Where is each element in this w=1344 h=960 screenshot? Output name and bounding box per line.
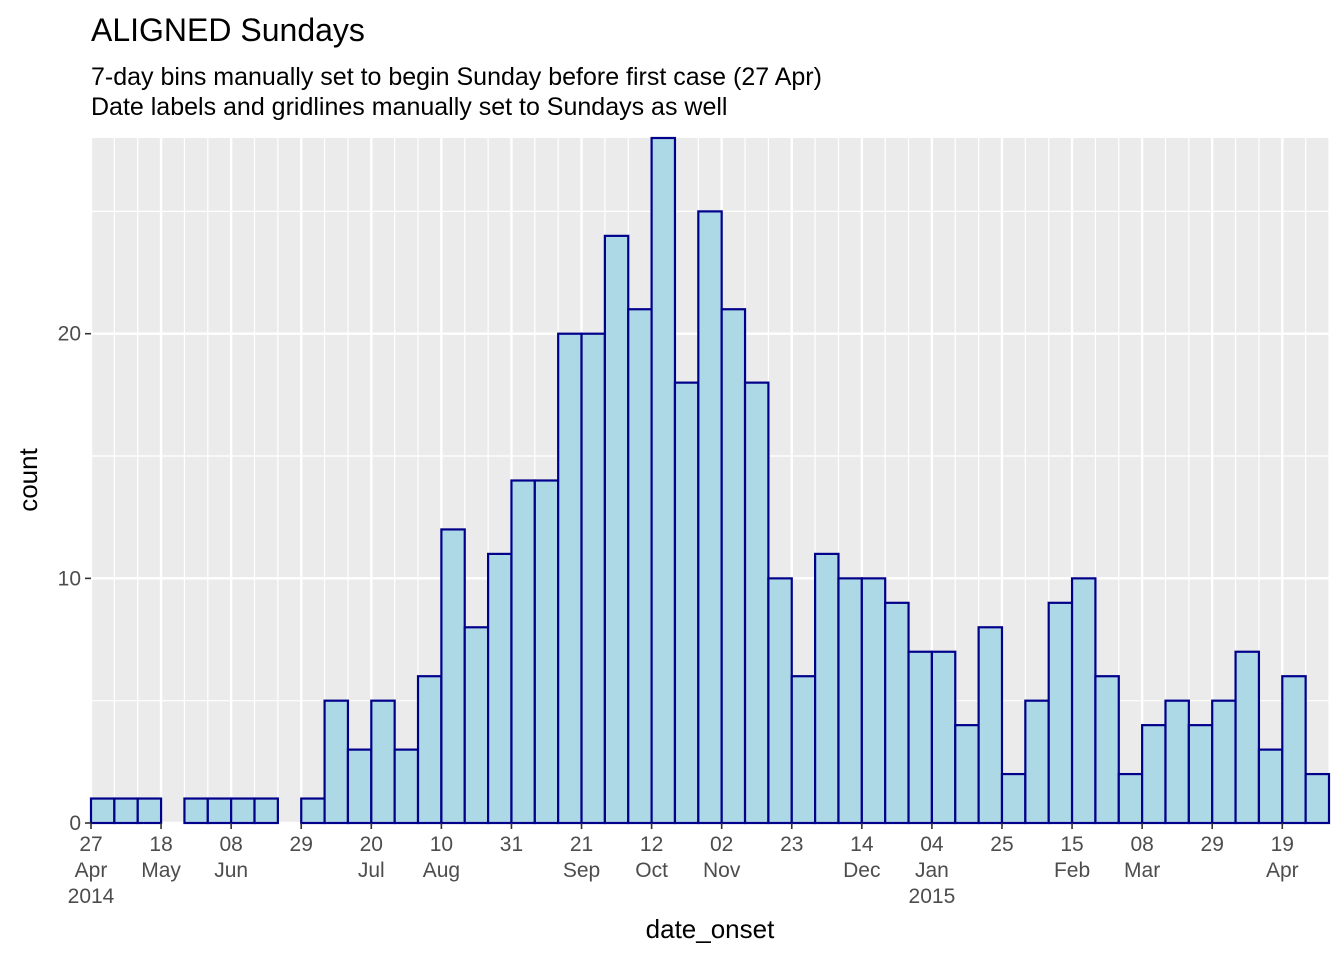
x-tick-label: 02 Nov xyxy=(703,833,741,882)
bars xyxy=(89,136,1331,825)
x-tick-label: 27 Apr 2014 xyxy=(68,833,115,908)
bar xyxy=(814,552,840,825)
x-tick-label: 08 Jun xyxy=(214,833,248,882)
bar xyxy=(1047,601,1074,825)
x-tick-label: 10 Aug xyxy=(423,833,460,882)
bar xyxy=(977,626,1004,825)
bar xyxy=(393,748,420,825)
chart-subtitle-line-2: Date labels and gridlines manually set t… xyxy=(91,93,727,121)
bar xyxy=(510,479,536,825)
bar xyxy=(790,675,817,825)
bar xyxy=(1281,675,1307,825)
y-axis-label: count xyxy=(13,447,43,511)
x-tick-label: 15 Feb xyxy=(1054,833,1090,882)
x-tick-label: 04 Jan 2015 xyxy=(909,833,956,908)
bar xyxy=(580,332,606,825)
chart-subtitle-line-1: 7-day bins manually set to begin Sunday … xyxy=(91,63,822,91)
bar xyxy=(1304,772,1331,825)
bar xyxy=(300,797,326,825)
bar xyxy=(370,699,396,825)
bar xyxy=(860,577,887,825)
bar xyxy=(1094,675,1120,825)
bar xyxy=(767,577,793,825)
bar xyxy=(907,650,934,825)
x-axis-label: date_onset xyxy=(646,914,775,944)
bar xyxy=(1141,724,1167,825)
x-tick-label: 19 Apr xyxy=(1266,833,1299,882)
bar xyxy=(603,234,630,825)
bar xyxy=(720,308,747,825)
x-tick-label: 12 Oct xyxy=(635,833,668,882)
bar xyxy=(230,797,256,825)
x-tick-label: 23 xyxy=(780,833,803,856)
bar xyxy=(533,479,560,825)
bar xyxy=(183,797,209,825)
bar xyxy=(113,797,139,825)
y-tick-label: 10 xyxy=(58,567,81,590)
x-tick-label: 14 Dec xyxy=(843,833,880,882)
bar xyxy=(89,797,116,825)
x-tick-label: 21 Sep xyxy=(563,833,600,882)
x-tick-label: 31 xyxy=(500,833,523,856)
bar xyxy=(557,332,583,825)
axes: 0 10 20 27 Apr 2014 18 May 08 Jun 29 20 Jul 10 Aug 31 21… xyxy=(58,323,1299,908)
bar xyxy=(1117,772,1144,825)
bar xyxy=(837,577,863,825)
x-tick-label: 29 xyxy=(1201,833,1224,856)
bar xyxy=(627,308,653,825)
y-tick-label: 20 xyxy=(58,323,81,346)
bar xyxy=(323,699,350,825)
bar xyxy=(1211,699,1237,825)
bar xyxy=(673,381,700,825)
x-tick-label: 29 xyxy=(290,833,313,856)
bar xyxy=(743,381,770,825)
x-tick-label: 20 Jul xyxy=(358,833,385,882)
bar xyxy=(136,797,163,825)
bar xyxy=(253,797,279,825)
bar xyxy=(1257,748,1284,825)
bar xyxy=(463,626,490,825)
y-tick-label: 0 xyxy=(69,812,81,835)
bar xyxy=(1070,577,1097,825)
bar xyxy=(346,748,373,825)
bar xyxy=(697,210,723,825)
bar xyxy=(954,724,980,825)
bar xyxy=(1164,699,1190,825)
x-tick-label: 25 xyxy=(990,833,1013,856)
bar xyxy=(486,552,513,825)
bar xyxy=(206,797,233,825)
x-tick-label: 18 May xyxy=(141,833,181,882)
bar xyxy=(1234,650,1261,825)
bar xyxy=(416,675,443,825)
chart-title: ALIGNED Sundays xyxy=(91,12,365,48)
x-tick-label: 08 Mar xyxy=(1124,833,1160,882)
bar xyxy=(1000,772,1027,825)
bar xyxy=(650,136,677,825)
bar xyxy=(1024,699,1050,825)
bar xyxy=(930,650,957,825)
bar xyxy=(884,601,910,825)
bar xyxy=(440,528,466,825)
bar xyxy=(1187,724,1214,825)
